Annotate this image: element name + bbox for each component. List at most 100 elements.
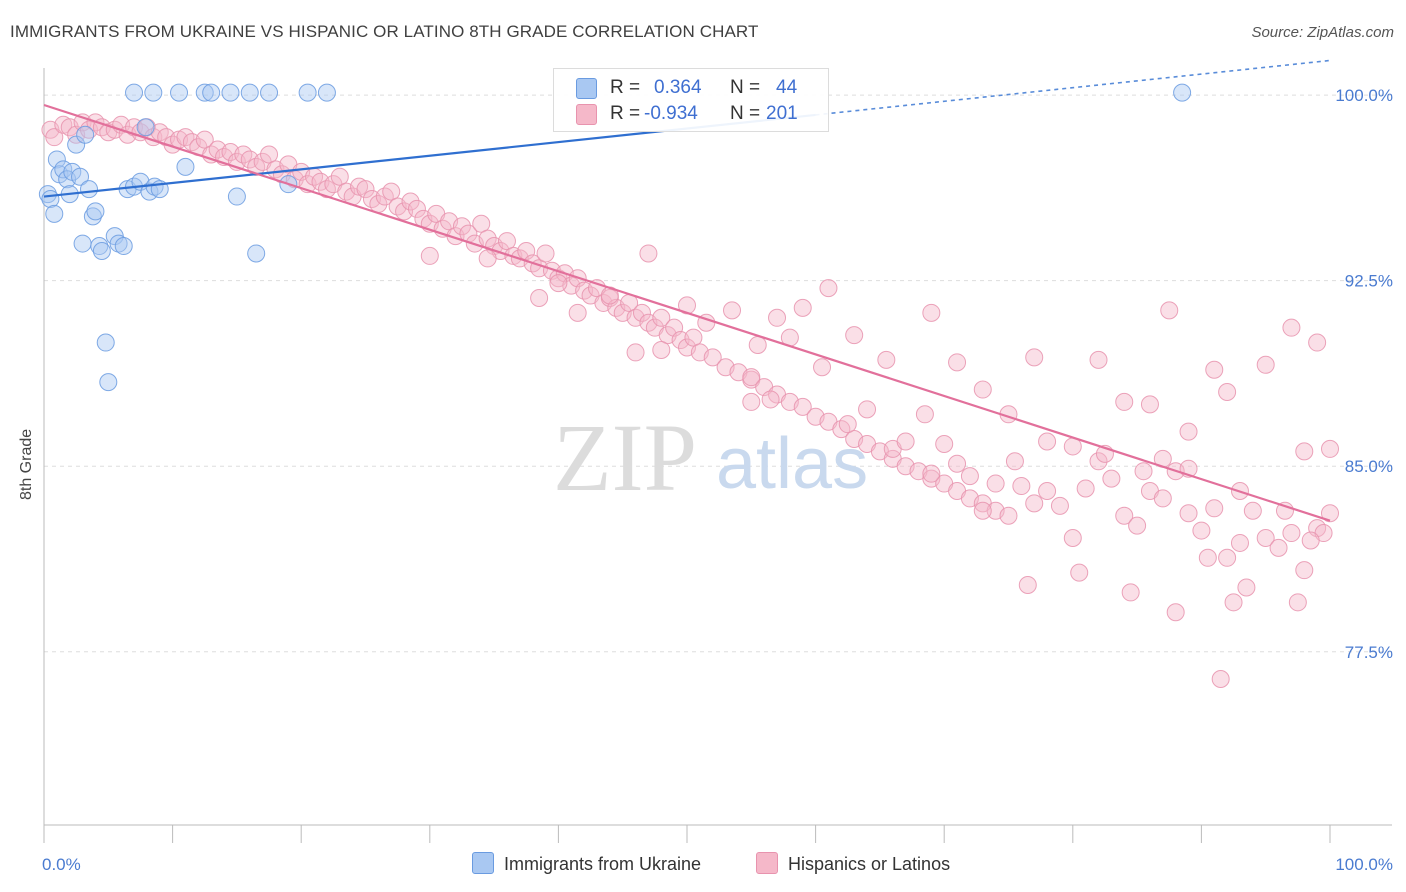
data-point-ukraine: [140, 182, 159, 201]
data-point-hispanics: [1198, 548, 1217, 567]
data-point-ukraine: [170, 83, 189, 102]
watermark-zip: ZIP: [553, 404, 697, 511]
data-point-hispanics: [1288, 593, 1307, 612]
data-point-ukraine: [136, 118, 155, 137]
data-point-ukraine: [195, 83, 214, 102]
bottom-legend-hispanics: Hispanics or Latinos: [756, 852, 950, 876]
data-point-ukraine: [99, 373, 118, 392]
data-point-ukraine: [260, 83, 279, 102]
data-point-ukraine: [176, 157, 195, 176]
data-point-hispanics: [472, 214, 491, 233]
data-point-hispanics: [742, 368, 761, 387]
data-point-hispanics: [1025, 494, 1044, 513]
data-point-hispanics: [1295, 442, 1314, 461]
data-point-hispanics: [1038, 481, 1057, 500]
data-point-hispanics: [1102, 469, 1121, 488]
data-point-hispanics: [684, 328, 703, 347]
legend-r-value: 0.364: [654, 77, 702, 98]
data-point-ukraine: [80, 180, 99, 199]
data-point-hispanics: [1018, 576, 1037, 595]
source-label: Source: ZipAtlas.com: [1251, 24, 1394, 41]
data-point-ukraine: [96, 333, 115, 352]
data-point-ukraine: [67, 135, 86, 154]
bottom-legend-label-hispanics: Hispanics or Latinos: [788, 854, 951, 874]
data-point-hispanics: [838, 415, 857, 434]
data-point-hispanics: [652, 340, 671, 359]
data-point-hispanics: [1012, 477, 1031, 496]
y-tick-label: 100.0%: [1335, 86, 1393, 105]
data-point-hispanics: [1050, 496, 1069, 515]
data-point-hispanics: [1179, 422, 1198, 441]
data-point-hispanics: [1089, 452, 1108, 471]
data-point-hispanics: [1166, 603, 1185, 622]
grid-lines: [44, 94, 1392, 653]
legend-r-value: -0.934: [644, 103, 698, 124]
data-point-ukraine: [45, 204, 64, 223]
data-point-hispanics: [935, 434, 954, 453]
data-point-hispanics: [1282, 524, 1301, 543]
data-point-hispanics: [948, 353, 967, 372]
series-ukraine-points: [38, 83, 1192, 392]
data-point-hispanics: [497, 232, 516, 251]
data-point-hispanics: [626, 343, 645, 362]
data-point-hispanics: [407, 199, 426, 218]
data-point-hispanics: [768, 308, 787, 327]
x-tick-label: 100.0%: [1335, 855, 1393, 874]
data-point-hispanics: [1218, 383, 1237, 402]
data-point-hispanics: [1089, 350, 1108, 369]
data-point-hispanics: [793, 397, 812, 416]
data-point-hispanics: [1295, 561, 1314, 580]
data-point-hispanics: [1243, 501, 1262, 520]
data-point-ukraine: [90, 237, 109, 256]
data-point-hispanics: [1115, 392, 1134, 411]
data-point-hispanics: [973, 380, 992, 399]
bottom-legend-swatch-ukraine: [472, 852, 494, 874]
data-point-hispanics: [1321, 504, 1339, 523]
data-point-hispanics: [1025, 348, 1044, 367]
data-point-hispanics: [1230, 533, 1249, 552]
data-point-hispanics: [742, 392, 761, 411]
data-point-hispanics: [420, 246, 439, 265]
data-point-hispanics: [1005, 452, 1024, 471]
correlation-legend: R = 0.364 N = 44 R = -0.934 N = 201: [553, 68, 829, 132]
legend-n-label: N =: [730, 103, 761, 124]
data-point-hispanics: [748, 336, 767, 355]
legend-n-label: N =: [730, 77, 761, 98]
data-point-hispanics: [1076, 479, 1095, 498]
legend-swatch-hispanics: [576, 104, 597, 125]
data-point-hispanics: [703, 348, 722, 367]
data-point-ukraine: [247, 244, 266, 263]
data-point-hispanics: [1070, 563, 1089, 582]
data-point-hispanics: [793, 298, 812, 317]
chart-title: IMMIGRANTS FROM UKRAINE VS HISPANIC OR L…: [10, 22, 759, 41]
data-point-hispanics: [536, 244, 555, 263]
data-point-hispanics: [1256, 355, 1275, 374]
series-hispanics-points: [41, 113, 1339, 689]
data-point-hispanics: [1321, 439, 1339, 458]
data-point-hispanics: [1038, 432, 1057, 451]
y-tick-label: 92.5%: [1345, 272, 1393, 291]
data-point-hispanics: [973, 501, 992, 520]
data-point-hispanics: [922, 303, 941, 322]
data-point-ukraine: [1173, 83, 1192, 102]
data-point-hispanics: [530, 288, 549, 307]
data-point-ukraine: [92, 241, 111, 260]
data-point-hispanics: [1115, 506, 1134, 525]
data-point-hispanics: [639, 244, 658, 263]
data-point-hispanics: [652, 308, 671, 327]
data-point-hispanics: [723, 301, 742, 320]
data-point-ukraine: [298, 83, 317, 102]
data-point-hispanics: [330, 167, 349, 186]
data-point-ukraine: [86, 202, 105, 221]
y-tick-label: 85.0%: [1345, 457, 1393, 476]
data-point-hispanics: [813, 358, 832, 377]
data-point-hispanics: [568, 303, 587, 322]
data-point-hispanics: [922, 464, 941, 483]
data-point-ukraine: [202, 83, 221, 102]
data-point-hispanics: [452, 217, 471, 236]
data-point-ukraine: [83, 207, 102, 226]
bottom-legend-label-ukraine: Immigrants from Ukraine: [504, 854, 702, 874]
trend-line-ukraine-extension: [815, 59, 1331, 116]
data-point-ukraine: [109, 234, 128, 253]
data-point-ukraine: [76, 125, 95, 144]
